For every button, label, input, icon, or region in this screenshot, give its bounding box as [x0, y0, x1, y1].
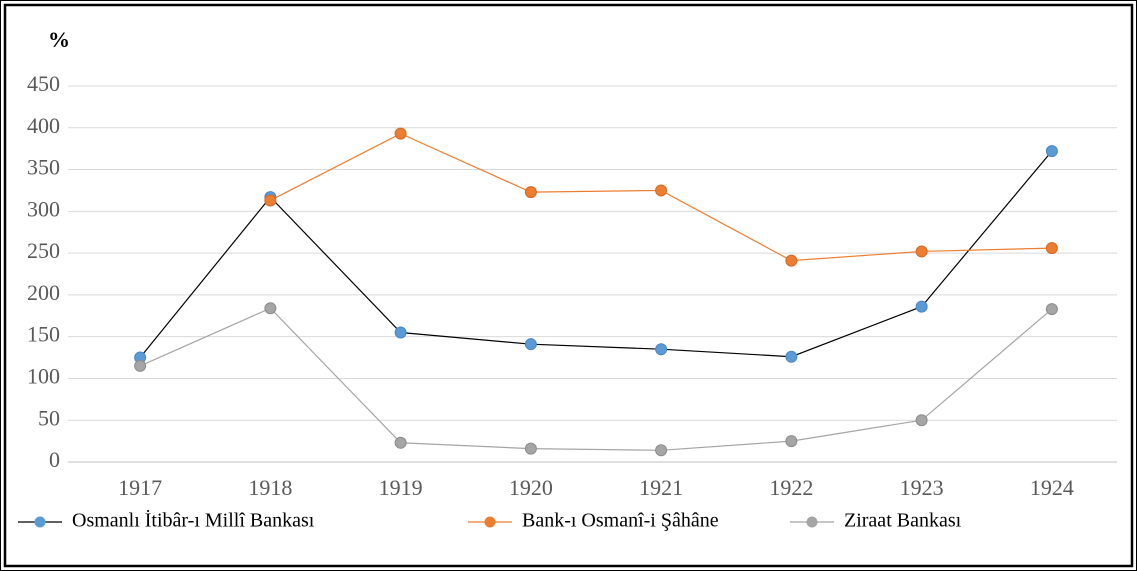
legend-label: Ziraat Bankası — [844, 510, 962, 532]
series-line — [139, 150, 1053, 358]
x-tick-label: 1920 — [509, 475, 553, 500]
x-tick-label: 1917 — [118, 475, 162, 500]
y-tick-label: 50 — [38, 405, 60, 430]
y-tick-label: 400 — [27, 113, 60, 138]
chart-title: % — [48, 27, 70, 52]
legend-marker — [34, 516, 46, 528]
x-tick-label: 1919 — [379, 475, 423, 500]
data-point — [264, 302, 277, 315]
legend-marker — [484, 516, 496, 528]
data-point — [655, 184, 668, 197]
x-tick-label: 1918 — [248, 475, 292, 500]
x-tick-label: 1922 — [769, 475, 813, 500]
legend-label: Bank-ı Osmanî-i Şâhâne — [522, 510, 719, 532]
x-tick-label: 1923 — [900, 475, 944, 500]
data-point — [915, 245, 928, 258]
data-point — [394, 326, 407, 339]
data-point — [1045, 145, 1058, 158]
y-tick-label: 300 — [27, 196, 60, 221]
data-point — [524, 186, 537, 199]
series-line — [139, 307, 1053, 451]
y-tick-label: 200 — [27, 280, 60, 305]
data-point — [1045, 303, 1058, 316]
y-tick-label: 350 — [27, 155, 60, 180]
data-point — [134, 359, 147, 372]
data-point — [524, 442, 537, 455]
y-tick-label: 250 — [27, 238, 60, 263]
inner-frame — [3, 3, 1134, 568]
data-point — [264, 194, 277, 207]
y-tick-label: 450 — [27, 71, 60, 96]
legend-label: Osmanlı İtibâr-ı Millî Bankası — [72, 509, 315, 532]
data-point — [524, 338, 537, 351]
data-point — [655, 343, 668, 356]
legend-marker — [806, 516, 818, 528]
data-point — [915, 414, 928, 427]
x-tick-label: 1924 — [1030, 475, 1074, 500]
y-tick-label: 150 — [27, 322, 60, 347]
data-point — [785, 350, 798, 363]
data-point — [655, 444, 668, 457]
y-tick-label: 0 — [49, 447, 60, 472]
data-point — [394, 436, 407, 449]
data-point — [394, 127, 407, 140]
data-point — [915, 300, 928, 313]
x-tick-label: 1921 — [639, 475, 683, 500]
y-tick-label: 100 — [27, 363, 60, 388]
data-point — [785, 254, 798, 267]
data-point — [1045, 242, 1058, 255]
data-point — [785, 435, 798, 448]
